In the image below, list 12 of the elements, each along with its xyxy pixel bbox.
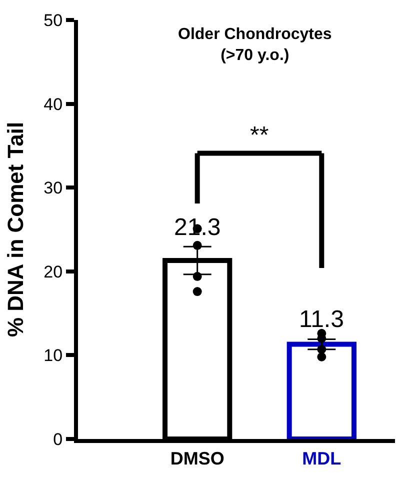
text: Older Chondrocytes (>70 y.o.) xyxy=(178,26,332,64)
y-axis-title: % DNA in Comet Tail xyxy=(2,122,28,338)
x-tick-label: DMSO xyxy=(170,448,224,469)
y-tick-label: 50 xyxy=(44,10,63,30)
y-tick-label: 30 xyxy=(44,178,63,198)
annotation: ** xyxy=(250,122,269,149)
y-tick-label: 10 xyxy=(44,346,63,366)
data-label: 11.3 xyxy=(299,306,344,333)
x-tick-label: MDL xyxy=(302,448,342,469)
y-tick-label: 20 xyxy=(44,262,63,282)
y-tick-label: 0 xyxy=(53,430,63,449)
y-tick-label: 40 xyxy=(44,94,63,114)
